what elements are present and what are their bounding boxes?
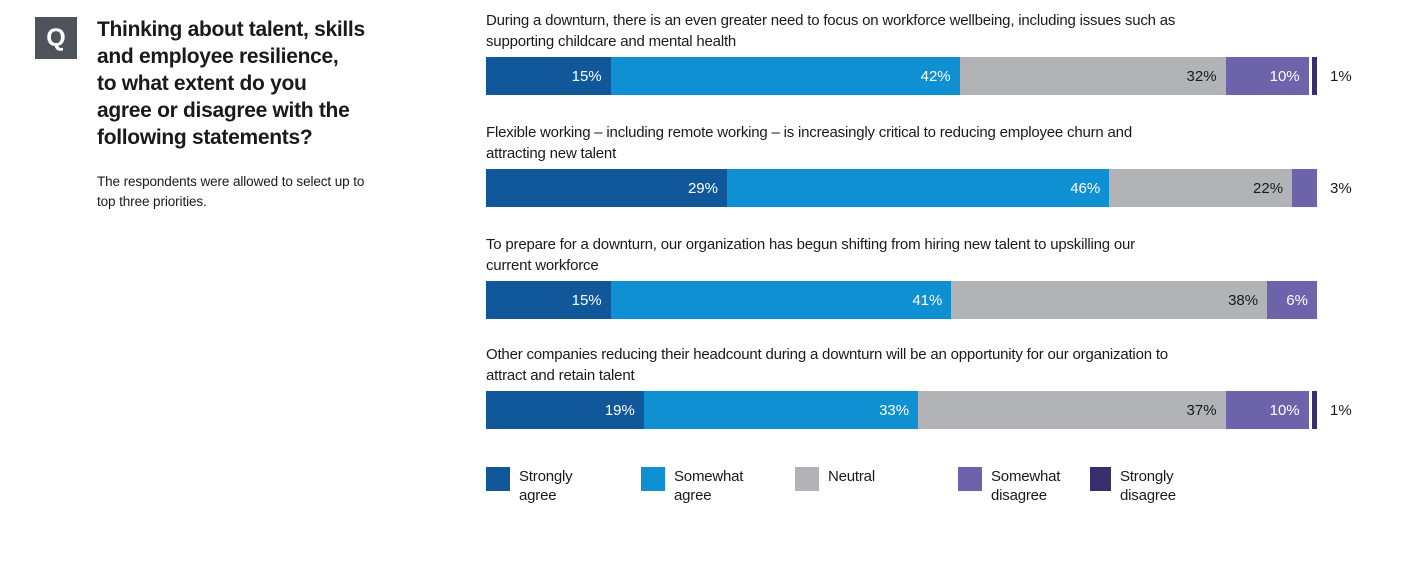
bar-segment-neutral: 37% [918, 391, 1226, 429]
segment-value-label: 19% [604, 401, 635, 419]
segment-value-label: 41% [912, 291, 943, 309]
bar-segment-strongly-disagree [1308, 391, 1317, 429]
statement-row: Flexible working – including remote work… [486, 122, 1391, 207]
legend-swatch-strongly-disagree [1087, 467, 1111, 491]
segment-value-label: 32% [1186, 67, 1217, 85]
bar-segment-somewhat-agree: 46% [726, 169, 1110, 207]
legend-label: Strongly disagree [1120, 468, 1176, 504]
question-title-line: agree or disagree with the [97, 99, 350, 122]
question-title-line: following statements? [97, 126, 313, 149]
statement-text: Flexible working – including remote work… [486, 122, 1391, 164]
bar-segment-strongly-agree: 15% [486, 57, 611, 95]
segment-value-label: 22% [1253, 179, 1284, 197]
bar-segment-strongly-agree: 15% [486, 281, 611, 319]
legend-label: Strongly agree [519, 468, 573, 504]
stacked-bar: 19% 33% 37% 10% [486, 391, 1317, 429]
bar-segment-somewhat-disagree: 10% [1225, 391, 1309, 429]
legend-item: Somewhat agree [641, 467, 795, 505]
statement-line: To prepare for a downturn, our organizat… [486, 236, 1135, 253]
statement-line: attract and retain talent [486, 367, 635, 384]
stacked-bar: 15% 41% 38% 6% [486, 281, 1317, 319]
statement-line: Flexible working – including remote work… [486, 124, 1132, 141]
legend-item: Somewhat disagree [958, 467, 1087, 505]
bar-segment-strongly-agree: 19% [486, 391, 644, 429]
statement-row: During a downturn, there is an even grea… [486, 10, 1391, 95]
segment-value-label: 42% [920, 67, 951, 85]
question-badge: Q [35, 17, 77, 59]
segment-value-label: 10% [1269, 401, 1300, 419]
bar-segment-somewhat-disagree [1292, 169, 1317, 207]
bar-row: 15% 42% 32% 10% 1% [486, 57, 1391, 95]
stacked-bar: 29% 46% 22% [486, 169, 1317, 207]
question-title-line: and employee resilience, [97, 45, 339, 68]
bar-segment-somewhat-agree: 33% [643, 391, 919, 429]
segment-value-label: 29% [687, 179, 718, 197]
statement-line: During a downturn, there is an even grea… [486, 12, 1176, 29]
bar-row: 15% 41% 38% 6% [486, 281, 1391, 319]
question-subtext-line: The respondents were allowed to select u… [97, 174, 365, 189]
legend-swatch-somewhat-disagree [958, 467, 982, 491]
bar-segment-strongly-agree: 29% [486, 169, 727, 207]
legend-label: Neutral [828, 468, 875, 485]
statement-line: supporting childcare and mental health [486, 33, 737, 50]
legend-item: Strongly disagree [1087, 467, 1204, 505]
legend-label: Somewhat disagree [991, 468, 1061, 504]
legend-item: Neutral [795, 467, 958, 505]
bar-segment-neutral: 38% [951, 281, 1268, 319]
bar-segment-somewhat-agree: 41% [610, 281, 952, 319]
question-subtext-line: top three priorities. [97, 194, 207, 209]
legend-item: Strongly agree [486, 467, 641, 505]
segment-value-label: 33% [879, 401, 910, 419]
bar-segment-neutral: 32% [959, 57, 1226, 95]
legend-swatch-somewhat-agree [641, 467, 665, 491]
bar-outside-label: 3% [1330, 179, 1352, 197]
bar-row: 29% 46% 22% 3% [486, 169, 1391, 207]
bar-row: 19% 33% 37% 10% 1% [486, 391, 1391, 429]
question-title-line: Thinking about talent, skills [97, 18, 365, 41]
segment-value-label: 15% [571, 291, 602, 309]
legend: Strongly agree Somewhat agree Neutral So… [486, 467, 1204, 505]
question-badge-letter: Q [46, 23, 66, 52]
bar-segment-neutral: 22% [1109, 169, 1293, 207]
bar-outside-label: 1% [1330, 67, 1352, 85]
segment-value-label: 10% [1269, 67, 1300, 85]
statement-line: current workforce [486, 257, 599, 274]
stacked-bar-chart: During a downturn, there is an even grea… [486, 0, 1391, 577]
legend-swatch-strongly-agree [486, 467, 510, 491]
statement-row: Other companies reducing their headcount… [486, 344, 1391, 429]
statement-text: Other companies reducing their headcount… [486, 344, 1391, 386]
stacked-bar: 15% 42% 32% 10% [486, 57, 1317, 95]
segment-value-label: 46% [1070, 179, 1101, 197]
bar-outside-label: 1% [1330, 401, 1352, 419]
statement-row: To prepare for a downturn, our organizat… [486, 234, 1391, 319]
legend-label: Somewhat agree [674, 468, 744, 504]
statement-line: Other companies reducing their headcount… [486, 346, 1168, 363]
bar-segment-strongly-disagree [1308, 57, 1317, 95]
segment-value-label: 15% [571, 67, 602, 85]
statement-text: During a downturn, there is an even grea… [486, 10, 1391, 52]
bar-segment-somewhat-disagree: 6% [1267, 281, 1317, 319]
bar-segment-somewhat-agree: 42% [610, 57, 960, 95]
question-subtext: The respondents were allowed to select u… [97, 172, 437, 212]
segment-value-label: 6% [1286, 291, 1308, 309]
legend-swatch-neutral [795, 467, 819, 491]
segment-value-label: 37% [1186, 401, 1217, 419]
question-title-line: to what extent do you [97, 72, 307, 95]
question-title: Thinking about talent, skills and employ… [97, 16, 477, 151]
statement-line: attracting new talent [486, 145, 617, 162]
segment-value-label: 38% [1228, 291, 1259, 309]
bar-segment-somewhat-disagree: 10% [1225, 57, 1309, 95]
statement-text: To prepare for a downturn, our organizat… [486, 234, 1391, 276]
